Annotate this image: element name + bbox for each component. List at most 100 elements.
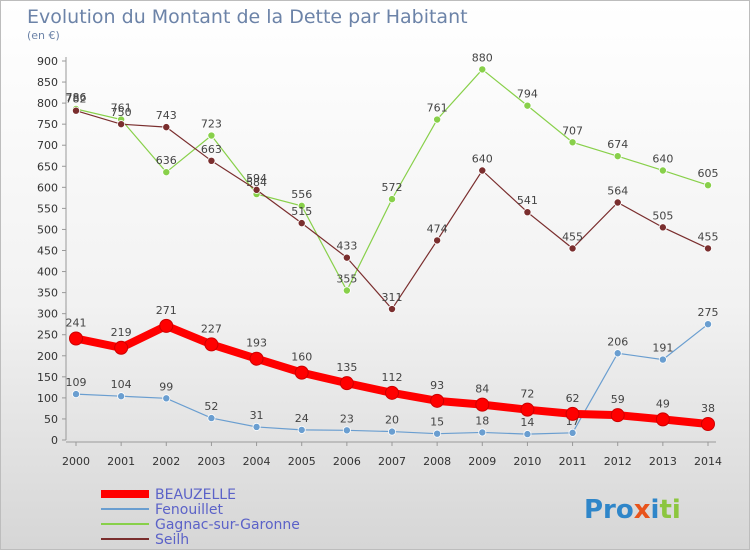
data-label: 455 (562, 230, 583, 243)
data-label: 20 (385, 414, 399, 427)
data-point (387, 305, 396, 314)
y-tick-label: 250 (37, 329, 58, 342)
data-label: 311 (382, 291, 403, 304)
data-label: 84 (475, 383, 489, 396)
data-point (430, 393, 445, 408)
series-gagnac-sur-garonne: 7867616367235845563555727618807947076746… (66, 51, 719, 295)
data-point (478, 428, 487, 437)
data-point (159, 318, 174, 333)
data-label: 564 (607, 184, 628, 197)
data-point (72, 390, 81, 399)
data-point (655, 412, 670, 427)
data-point (69, 331, 83, 346)
y-tick-label: 900 (37, 55, 58, 68)
data-point (117, 120, 126, 129)
data-label: 794 (517, 88, 538, 101)
x-tick-label: 2008 (423, 455, 451, 468)
data-point (207, 414, 216, 423)
data-label: 707 (562, 124, 583, 137)
series-line (75, 68, 709, 292)
data-point (568, 138, 577, 147)
data-label: 880 (472, 51, 493, 64)
x-tick-label: 2003 (197, 455, 225, 468)
data-point (658, 355, 667, 364)
x-tick-label: 2013 (649, 455, 677, 468)
data-label: 474 (427, 222, 448, 235)
data-label: 104 (111, 378, 132, 391)
data-point (433, 236, 442, 245)
data-point (523, 430, 532, 439)
data-label: 723 (201, 118, 222, 131)
data-label: 541 (517, 194, 538, 207)
y-tick-label: 800 (37, 97, 58, 110)
data-point (568, 244, 577, 253)
data-label: 750 (111, 106, 132, 119)
data-point (704, 244, 713, 253)
y-tick-label: 750 (37, 118, 58, 131)
data-label: 640 (652, 152, 673, 165)
data-label: 15 (430, 416, 444, 429)
y-tick-label: 0 (51, 434, 58, 447)
data-label: 663 (201, 143, 222, 156)
data-point (568, 428, 577, 437)
y-axis: 0 50 100 150 200 250 300 350 400 450 500 550 600 650 7… (37, 55, 67, 447)
data-label: 93 (430, 379, 444, 392)
data-point (207, 131, 216, 140)
data-point (342, 286, 351, 295)
x-tick-label: 2000 (62, 455, 90, 468)
data-point (520, 402, 535, 417)
x-tick-label: 2009 (468, 455, 496, 468)
data-point (387, 427, 396, 436)
chart-title: Evolution du Montant de la Dette par Hab… (27, 6, 468, 28)
y-tick-label: 400 (37, 266, 58, 279)
x-tick-label: 2002 (152, 455, 180, 468)
x-tick-label: 2010 (513, 455, 541, 468)
data-point (342, 253, 351, 262)
data-label: 99 (159, 380, 173, 393)
data-label: 782 (66, 93, 87, 106)
data-label: 49 (656, 397, 670, 410)
data-label: 572 (382, 181, 403, 194)
data-label: 605 (698, 167, 719, 180)
data-label: 18 (475, 414, 489, 427)
data-label: 455 (698, 230, 719, 243)
y-tick-label: 350 (37, 287, 58, 300)
data-label: 275 (698, 306, 719, 319)
y-tick-label: 550 (37, 202, 58, 215)
data-point (297, 425, 306, 434)
data-point (565, 406, 580, 421)
data-label: 640 (472, 152, 493, 165)
series-beauzelle: 241 219 271 227 193 160 135 112 93 84 72 62 59 49 38 (66, 304, 715, 431)
legend-label: Seilh (155, 532, 189, 548)
data-point (114, 340, 129, 355)
data-label: 14 (520, 416, 534, 429)
data-point (433, 115, 442, 124)
data-label: 59 (611, 393, 625, 406)
data-label: 594 (246, 172, 267, 185)
data-point (704, 320, 713, 329)
x-tick-label: 2005 (288, 455, 316, 468)
data-label: 271 (156, 304, 177, 317)
x-tick-label: 2007 (378, 455, 406, 468)
legend-label: Fenouillet (155, 502, 223, 518)
y-tick-label: 50 (44, 413, 58, 426)
data-label: 23 (340, 412, 354, 425)
data-label: 556 (291, 188, 312, 201)
data-label: 52 (204, 400, 218, 413)
legend-label: Gagnac-sur-Garonne (155, 517, 300, 533)
data-point (523, 101, 532, 110)
data-label: 38 (701, 402, 715, 415)
data-label: 191 (652, 342, 673, 355)
data-label: 786 (66, 91, 87, 104)
data-point (478, 65, 487, 74)
data-point (387, 195, 396, 204)
data-point (475, 397, 490, 412)
legend-label: BEAUZELLE (155, 487, 236, 503)
data-point (72, 106, 81, 115)
data-point (297, 219, 306, 228)
y-tick-label: 450 (37, 245, 58, 258)
data-point (613, 349, 622, 358)
data-point (297, 201, 306, 210)
